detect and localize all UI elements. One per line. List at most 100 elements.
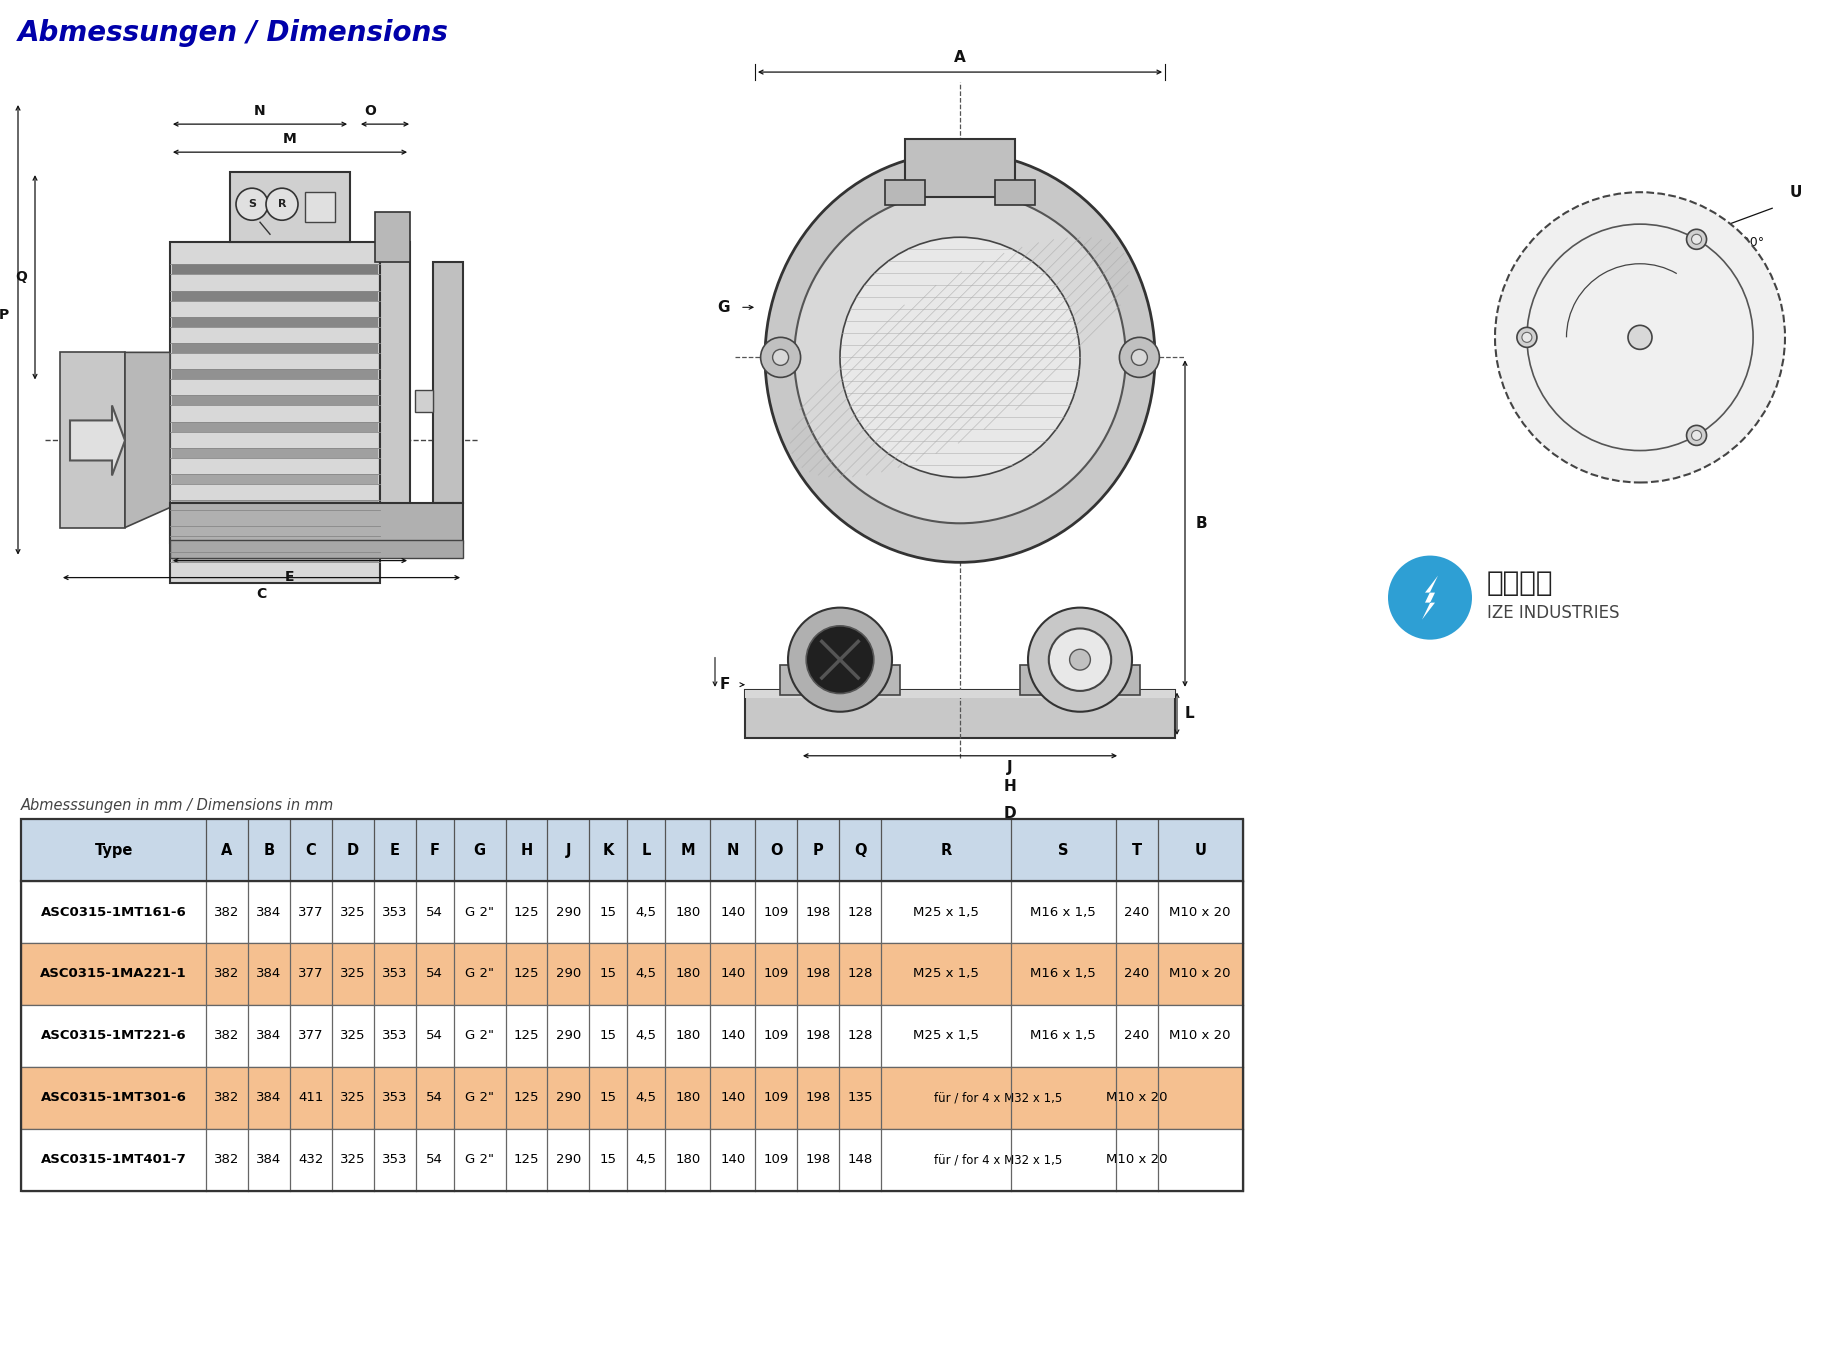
Text: 125: 125 xyxy=(514,905,539,919)
Circle shape xyxy=(1692,431,1701,440)
Circle shape xyxy=(1027,607,1132,711)
Circle shape xyxy=(1686,229,1707,249)
Text: K: K xyxy=(602,843,615,858)
Text: 432: 432 xyxy=(298,1153,324,1167)
Text: M25 x 1,5: M25 x 1,5 xyxy=(913,967,979,981)
Text: 377: 377 xyxy=(298,967,324,981)
Circle shape xyxy=(806,626,874,694)
Bar xyxy=(906,139,1014,197)
Text: 384: 384 xyxy=(256,1029,282,1043)
Text: P: P xyxy=(812,843,823,858)
Text: 4,5: 4,5 xyxy=(635,1029,657,1043)
Circle shape xyxy=(760,337,801,377)
Circle shape xyxy=(788,607,893,711)
Bar xyxy=(171,422,377,431)
Text: 15: 15 xyxy=(600,1153,617,1167)
Text: 240: 240 xyxy=(1125,967,1149,981)
Bar xyxy=(781,664,900,695)
Text: 109: 109 xyxy=(764,1091,788,1105)
Text: E: E xyxy=(285,570,295,583)
Text: 411: 411 xyxy=(298,1091,324,1105)
Text: D: D xyxy=(1003,807,1016,822)
Text: T: T xyxy=(1132,843,1141,858)
Text: G: G xyxy=(718,300,731,315)
Circle shape xyxy=(236,189,269,220)
Text: 384: 384 xyxy=(256,905,282,919)
Text: 140: 140 xyxy=(720,1091,746,1105)
Bar xyxy=(171,264,377,275)
Circle shape xyxy=(1627,326,1651,349)
Text: Abmessungen / Dimensions: Abmessungen / Dimensions xyxy=(18,19,449,47)
Text: G: G xyxy=(473,843,486,858)
Circle shape xyxy=(1686,426,1707,446)
Text: 180: 180 xyxy=(676,905,700,919)
Text: 109: 109 xyxy=(764,1029,788,1043)
Text: 15: 15 xyxy=(600,967,617,981)
Text: 4,5: 4,5 xyxy=(635,1153,657,1167)
Text: 54: 54 xyxy=(427,1091,444,1105)
Text: 180: 180 xyxy=(676,1091,700,1105)
Text: 325: 325 xyxy=(341,905,366,919)
Text: C: C xyxy=(306,843,317,858)
Bar xyxy=(433,263,462,502)
Text: 120°: 120° xyxy=(1734,236,1766,249)
Text: 148: 148 xyxy=(847,1153,873,1167)
Text: ASC0315-1MT401-7: ASC0315-1MT401-7 xyxy=(41,1153,186,1167)
Text: 54: 54 xyxy=(427,1153,444,1167)
Text: 198: 198 xyxy=(806,1153,830,1167)
Text: 4,5: 4,5 xyxy=(635,1091,657,1105)
Text: H: H xyxy=(521,843,532,858)
Bar xyxy=(171,474,377,484)
Circle shape xyxy=(1119,337,1160,377)
Text: 135: 135 xyxy=(847,1091,873,1105)
Text: S: S xyxy=(1059,843,1068,858)
Text: M16 x 1,5: M16 x 1,5 xyxy=(1031,967,1095,981)
Bar xyxy=(22,1129,1243,1191)
Text: 240: 240 xyxy=(1125,1029,1149,1043)
Text: 353: 353 xyxy=(381,1153,407,1167)
Bar xyxy=(171,369,377,379)
Text: 382: 382 xyxy=(214,1153,239,1167)
Circle shape xyxy=(1132,349,1147,365)
Text: 290: 290 xyxy=(556,1091,582,1105)
Text: U: U xyxy=(1789,185,1802,199)
Text: 325: 325 xyxy=(341,1029,366,1043)
Circle shape xyxy=(839,237,1081,477)
Bar xyxy=(61,353,125,528)
Text: für / for 4 x M32 x 1,5: für / for 4 x M32 x 1,5 xyxy=(933,1153,1062,1167)
Text: 290: 290 xyxy=(556,967,582,981)
Text: M: M xyxy=(284,132,296,145)
Polygon shape xyxy=(1421,575,1438,620)
Text: ASC0315-1MT301-6: ASC0315-1MT301-6 xyxy=(41,1091,186,1105)
Text: 109: 109 xyxy=(764,967,788,981)
Text: ASC0315-1MT221-6: ASC0315-1MT221-6 xyxy=(41,1029,186,1043)
Text: 384: 384 xyxy=(256,967,282,981)
Bar xyxy=(22,819,1243,881)
Text: 125: 125 xyxy=(514,1091,539,1105)
Text: F: F xyxy=(720,678,731,692)
Text: L: L xyxy=(643,843,652,858)
Bar xyxy=(169,540,462,558)
Text: 325: 325 xyxy=(341,967,366,981)
Circle shape xyxy=(1388,555,1473,640)
Text: 290: 290 xyxy=(556,1029,582,1043)
Text: J: J xyxy=(1007,760,1013,776)
Circle shape xyxy=(1049,629,1112,691)
Text: 140: 140 xyxy=(720,905,746,919)
Text: 128: 128 xyxy=(847,1029,873,1043)
Text: 180: 180 xyxy=(676,1153,700,1167)
Text: 382: 382 xyxy=(214,967,239,981)
Text: 384: 384 xyxy=(256,1091,282,1105)
Text: S: S xyxy=(249,199,256,209)
Text: 377: 377 xyxy=(298,905,324,919)
Text: 353: 353 xyxy=(381,905,407,919)
Text: J: J xyxy=(565,843,571,858)
Bar xyxy=(746,690,1175,698)
Bar xyxy=(171,317,377,327)
Bar xyxy=(169,502,462,543)
Ellipse shape xyxy=(793,191,1125,523)
Bar xyxy=(306,193,335,222)
Text: A: A xyxy=(954,50,967,65)
Text: R: R xyxy=(278,199,285,209)
Bar xyxy=(379,242,411,532)
